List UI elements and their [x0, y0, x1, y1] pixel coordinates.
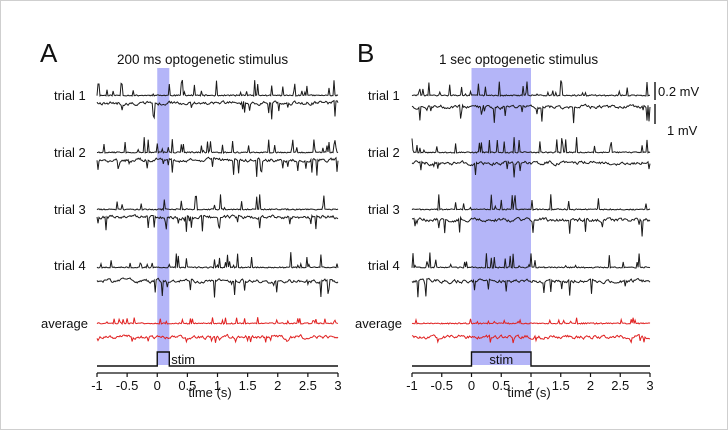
trial-label-b-3: trial 3 [368, 202, 400, 217]
x-tick-label: -0.5 [431, 378, 453, 393]
stim-trace-a [97, 351, 338, 367]
trial-2-upper-trace [411, 137, 651, 154]
x-tick-label: 1 [527, 378, 534, 393]
stim-label-b: stim [489, 352, 513, 367]
x-axis-b: -1 -0.5 0 0.5 1 1.5 2 2.5 3 [406, 372, 654, 393]
trial-2-upper-trace [96, 137, 339, 154]
trial-4-lower-trace [96, 277, 339, 298]
average-lower-trace [411, 333, 650, 344]
x-axis-a: -1 -0.5 0 0.5 1 1.5 2 2.5 3 [91, 372, 342, 393]
panel-a: A 200 ms optogenetic stimulus trial 1 tr… [40, 38, 342, 400]
stim-step-line [412, 351, 650, 367]
x-tick-label: 2 [274, 378, 281, 393]
trial-1-upper-trace [411, 80, 651, 97]
trial-3-lower-trace [411, 215, 651, 237]
average-label-b: average [355, 316, 402, 331]
trial-1-upper-trace [96, 79, 339, 97]
x-axis-label-b: time (s) [507, 385, 550, 400]
panel-b: B 1 sec optogenetic stimulus trial 1 tri… [355, 38, 654, 400]
stim-label-a: stim [171, 352, 195, 367]
stim-step-line [97, 351, 338, 367]
x-tick-label: -1 [91, 378, 103, 393]
trial-label-a-4: trial 4 [54, 258, 86, 273]
scale-bars: 0.2 mV 1 mV [654, 82, 700, 138]
average-label-a: average [41, 316, 88, 331]
trial-3-upper-trace [96, 194, 339, 212]
trial-1-lower-trace [411, 103, 651, 124]
panel-letter-b: B [357, 38, 374, 68]
x-tick-label: 0.5 [492, 378, 510, 393]
x-tick-label: 0 [154, 378, 161, 393]
traces-a [96, 79, 339, 344]
x-tick-label: 3 [334, 378, 341, 393]
trial-label-b-2: trial 2 [368, 145, 400, 160]
trial-label-a-3: trial 3 [54, 202, 86, 217]
trial-4-upper-trace [411, 252, 651, 269]
trial-2-lower-trace [411, 160, 651, 178]
average-upper-trace [411, 317, 651, 325]
average-lower-trace [96, 333, 339, 344]
panel-title-b: 1 sec optogenetic stimulus [439, 52, 598, 67]
x-tick-label: 1.5 [239, 378, 257, 393]
x-tick-label: -0.5 [116, 378, 138, 393]
trial-label-a-1: trial 1 [54, 88, 86, 103]
trial-label-b-1: trial 1 [368, 88, 400, 103]
trial-3-upper-trace [411, 194, 651, 212]
x-tick-label: 0.5 [178, 378, 196, 393]
x-tick-label: 1.5 [552, 378, 570, 393]
trial-4-upper-trace [96, 252, 339, 269]
stim-trace-b [412, 351, 650, 367]
trial-label-b-4: trial 4 [368, 258, 400, 273]
x-tick-label: 2 [587, 378, 594, 393]
stim-shade-b [471, 68, 531, 365]
scale-bar-top-label: 0.2 mV [658, 84, 700, 99]
panel-title-a: 200 ms optogenetic stimulus [117, 52, 288, 67]
scale-bar-bottom-label: 1 mV [667, 123, 698, 138]
panel-letter-a: A [40, 38, 58, 68]
x-tick-label: 3 [646, 378, 653, 393]
stim-shade-a [157, 68, 170, 365]
trial-4-lower-trace [411, 277, 651, 298]
trial-label-a-2: trial 2 [54, 145, 86, 160]
trial-1-lower-trace [96, 99, 339, 120]
x-tick-label: -1 [406, 378, 418, 393]
traces-b [411, 80, 651, 344]
trial-2-lower-trace [96, 156, 339, 177]
trial-3-lower-trace [96, 214, 339, 232]
x-axis-label-a: time (s) [188, 385, 231, 400]
x-tick-label: 2.5 [611, 378, 629, 393]
x-tick-label: 2.5 [299, 378, 317, 393]
x-tick-label: 1 [214, 378, 221, 393]
average-upper-trace [96, 317, 339, 325]
x-tick-label: 0 [468, 378, 475, 393]
